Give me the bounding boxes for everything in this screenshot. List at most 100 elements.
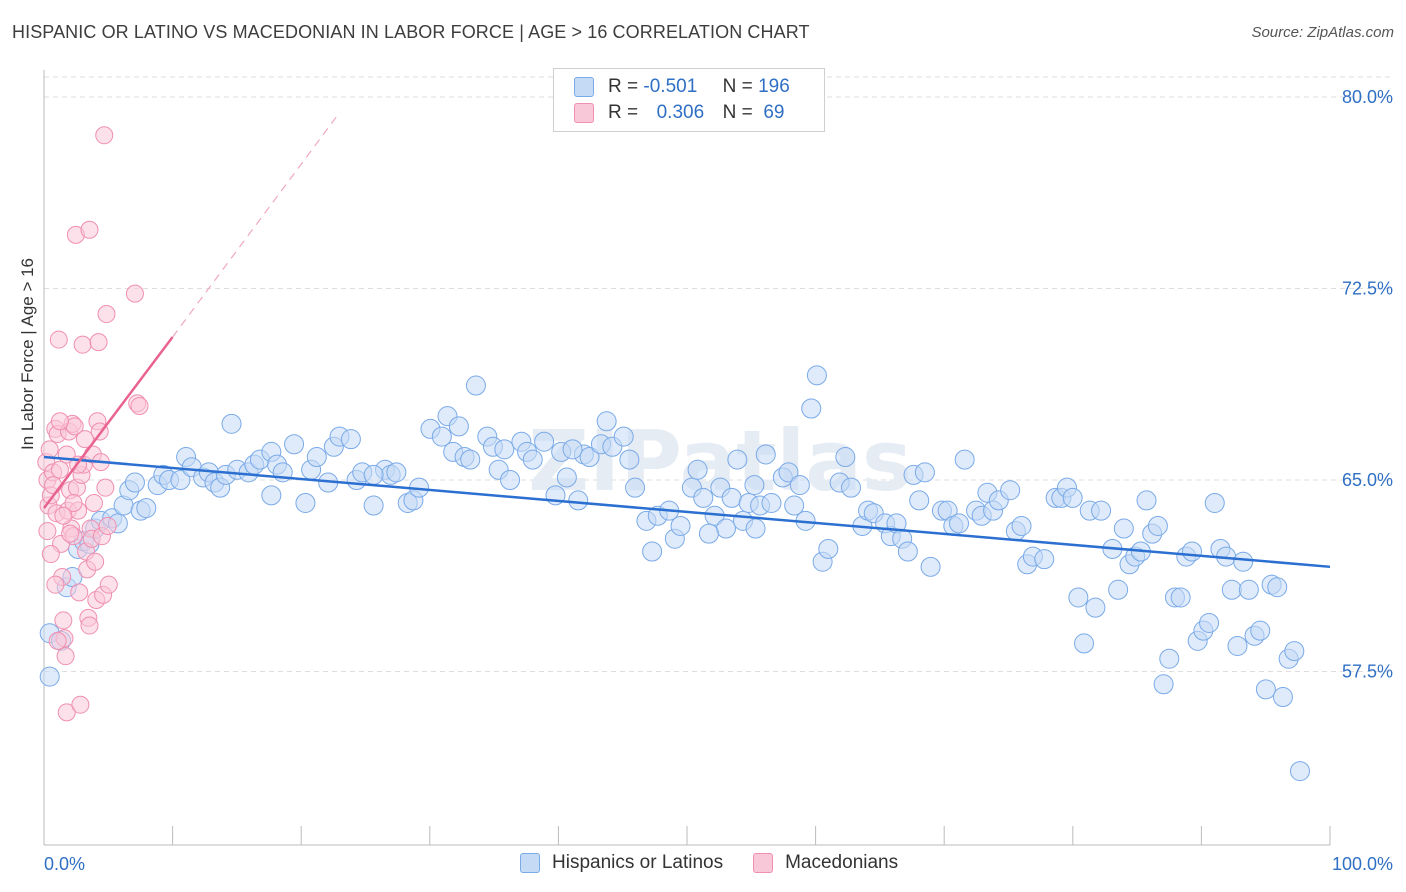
data-point: [1238, 579, 1259, 600]
legend-label-macedonians: Macedonians: [785, 852, 899, 873]
data-point: [613, 426, 634, 447]
y-tick-label: 72.5%: [1342, 279, 1393, 299]
data-point: [806, 365, 827, 386]
data-point: [1233, 551, 1254, 572]
legend-label-hispanics: Hispanics or Latinos: [552, 852, 724, 873]
correlation-legend: R = -0.501 N = 196 R = 0.306 N = 69: [553, 68, 825, 132]
data-point: [1153, 674, 1174, 695]
data-point: [789, 475, 810, 496]
data-point: [340, 429, 361, 450]
source-label: Source: ZipAtlas.com: [1251, 24, 1394, 41]
data-point: [99, 575, 118, 594]
legend-n-label: N =: [722, 76, 753, 97]
data-point: [841, 477, 862, 498]
y-axis-label: In Labor Force | Age > 16: [18, 257, 37, 450]
data-point: [949, 513, 970, 534]
data-point: [745, 518, 766, 539]
data-point: [1221, 579, 1242, 600]
data-point: [80, 220, 99, 239]
data-point: [494, 439, 515, 460]
data-point: [1272, 687, 1293, 708]
data-point: [86, 552, 105, 571]
legend-swatch-pink: [574, 103, 594, 123]
data-point: [97, 305, 116, 324]
data-point: [670, 515, 691, 536]
y-tick-label: 65.0%: [1342, 470, 1393, 490]
data-point: [1091, 500, 1112, 521]
data-point: [721, 487, 742, 508]
legend-n-label: N =: [722, 102, 753, 123]
legend-row-macedonian: R = 0.306 N = 69: [574, 101, 784, 125]
data-point: [61, 524, 80, 543]
data-point: [1108, 579, 1129, 600]
legend-item-macedonians: Macedonians: [753, 852, 898, 874]
data-point: [698, 523, 719, 544]
legend-r-value: 0.306: [656, 102, 705, 123]
data-point: [1199, 612, 1220, 633]
series-hispanics: [39, 365, 1310, 782]
data-point: [534, 431, 555, 452]
data-point: [909, 490, 930, 511]
data-point: [1085, 597, 1106, 618]
data-point: [96, 478, 115, 497]
data-point: [784, 495, 805, 516]
data-point: [46, 575, 65, 594]
data-point: [50, 460, 69, 479]
data-point: [38, 522, 57, 541]
legend-swatch-pink: [753, 853, 774, 873]
data-point: [1227, 635, 1248, 656]
data-point: [56, 647, 75, 666]
data-point: [596, 411, 617, 432]
data-point: [284, 434, 305, 455]
data-point: [460, 449, 481, 470]
data-point: [801, 398, 822, 419]
data-point: [744, 475, 765, 496]
data-point: [50, 412, 69, 431]
data-point: [693, 487, 714, 508]
data-point: [49, 330, 68, 349]
data-point: [954, 449, 975, 470]
data-point: [1136, 490, 1157, 511]
data-point: [170, 470, 191, 490]
data-point: [95, 126, 114, 145]
data-point: [1284, 641, 1305, 662]
data-point: [261, 485, 282, 506]
data-point: [920, 556, 941, 577]
data-point: [54, 611, 73, 630]
data-point: [642, 541, 663, 562]
data-point: [386, 462, 407, 483]
data-point: [54, 506, 73, 525]
trend-extension-macedonians: [172, 111, 341, 338]
data-point: [75, 430, 94, 449]
data-point: [48, 631, 67, 650]
data-point: [221, 413, 242, 434]
data-point: [295, 492, 316, 513]
data-point: [1034, 549, 1055, 570]
data-point: [130, 396, 149, 415]
data-point: [98, 516, 117, 535]
data-point: [914, 462, 935, 483]
data-point: [1267, 577, 1288, 598]
data-point: [39, 666, 60, 687]
data-point: [124, 472, 145, 493]
legend-r-label: R =: [608, 102, 639, 123]
data-point: [41, 545, 60, 564]
data-point: [1074, 633, 1095, 654]
data-point: [1068, 587, 1089, 608]
data-point: [818, 538, 839, 559]
data-point: [1000, 480, 1021, 501]
legend-row-hispanic: R = -0.501 N = 196: [574, 75, 790, 99]
data-point: [522, 449, 543, 470]
legend-r-value: -0.501: [643, 76, 698, 97]
data-point: [1204, 492, 1225, 513]
data-point: [1159, 648, 1180, 669]
data-point: [1170, 587, 1191, 608]
data-point: [136, 498, 157, 519]
data-point: [778, 462, 799, 483]
data-point: [625, 477, 646, 498]
data-point: [761, 492, 782, 513]
data-point: [556, 467, 577, 488]
trend-line-macedonians: [43, 336, 174, 509]
data-point: [363, 464, 384, 485]
